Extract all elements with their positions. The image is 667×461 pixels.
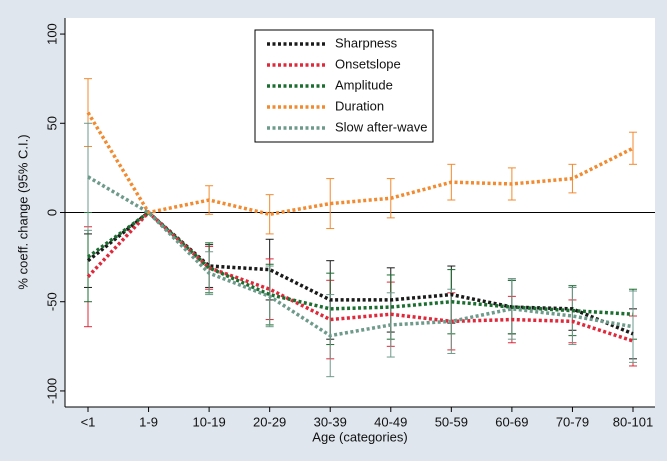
series-line: [87, 175, 634, 338]
x-tick-label: 1-9: [139, 414, 158, 429]
y-tick-label: -100: [44, 378, 59, 404]
y-tick-label: -50: [44, 292, 59, 311]
legend-label: Slow after-wave: [335, 119, 427, 134]
x-tick-label: 60-69: [495, 414, 528, 429]
legend-label: Onsetslope: [335, 56, 401, 71]
x-tick-label: 50-59: [435, 414, 468, 429]
legend-label: Sharpness: [335, 35, 398, 50]
series-line: [86, 210, 634, 316]
x-tick-label: 70-79: [556, 414, 589, 429]
error-bar: [568, 286, 577, 346]
y-tick-label: 50: [44, 116, 59, 130]
x-tick-label: 20-29: [253, 414, 286, 429]
y-tick-label: 0: [44, 209, 59, 216]
legend-label: Duration: [335, 98, 384, 113]
x-tick-label: <1: [81, 414, 96, 429]
x-tick-label: 40-49: [374, 414, 407, 429]
legend-box: [254, 29, 434, 143]
error-bar: [507, 278, 516, 340]
error-bar: [629, 131, 637, 165]
error-bar: [629, 290, 637, 363]
y-tick-label: 100: [44, 23, 59, 45]
error-bar: [265, 194, 274, 235]
x-axis-title: Age (categories): [312, 429, 407, 444]
error-bar: [326, 178, 335, 230]
x-tick-label: 30-39: [314, 414, 347, 429]
legend-label: Amplitude: [335, 77, 393, 92]
x-tick-label: 80-101: [613, 414, 653, 429]
x-tick-label: 10-19: [192, 414, 225, 429]
y-axis-title: % coeff. change (95% C.I.): [15, 134, 30, 289]
series-line: [86, 111, 634, 217]
